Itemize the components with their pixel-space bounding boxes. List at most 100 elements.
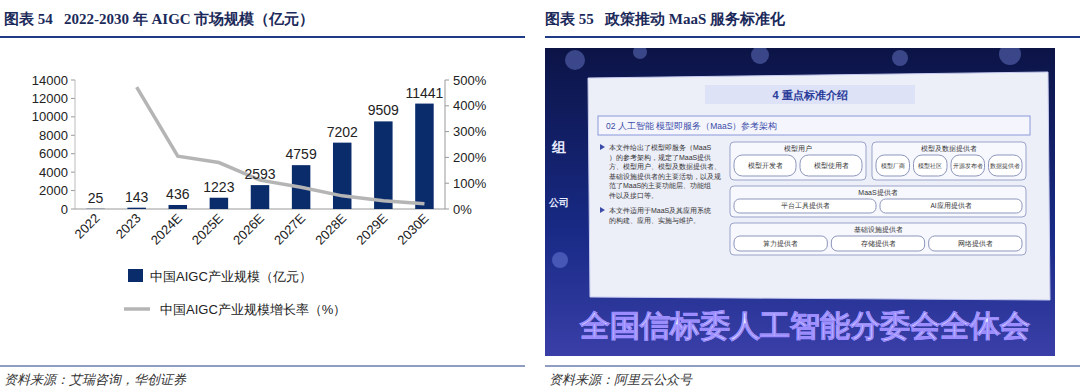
bar: [169, 205, 188, 209]
source: 资料来源：阿里云公众号: [549, 372, 693, 387]
y-tick: [71, 190, 75, 191]
y2-tick-label: 200%: [453, 150, 487, 165]
slide-subheading: 02 人工智能 模型即服务（MaaS）参考架构: [606, 121, 777, 131]
y-tick: [71, 80, 75, 81]
y-tick: [71, 116, 75, 117]
diagram-item-label: 数据提供者: [990, 163, 1020, 169]
slide: [588, 72, 1050, 300]
data-label: 25: [88, 190, 104, 206]
diagram-item: [734, 199, 876, 213]
diagram-item-label: 模型社区: [918, 163, 942, 169]
light-spot: [633, 48, 647, 59]
light-spot: [552, 252, 568, 268]
y-axis: [75, 80, 76, 209]
y-tick-label: 8000: [39, 128, 68, 143]
diagram-group: [730, 223, 1026, 255]
x-tick-label: 2024E: [148, 210, 185, 247]
diagram-group: [730, 186, 1026, 217]
y-tick: [71, 98, 75, 99]
diagram-item: [831, 236, 924, 251]
diagram-item: [951, 155, 985, 176]
light-spot: [751, 48, 769, 64]
bar: [251, 185, 270, 209]
y2-tick: [445, 157, 449, 158]
photo: 组公司4 重点标准介绍02 人工智能 模型即服务（MaaS）参考架构本文件给出了…: [545, 48, 1055, 356]
light-spot: [565, 50, 585, 70]
data-labels: 251434361223259347597202950911441: [88, 85, 444, 206]
data-label: 4759: [286, 146, 317, 162]
y-tick: [71, 209, 75, 210]
bar: [333, 143, 352, 209]
x-tick-label: 2023: [113, 211, 144, 242]
slide-subheading-box: [598, 116, 1030, 135]
y2-tick-label: 500%: [453, 73, 487, 88]
diagram-item-label: 算力提供者: [763, 240, 798, 248]
data-label: 11441: [405, 85, 443, 101]
bar: [86, 208, 105, 209]
x-tick-label: 2025E: [189, 210, 226, 247]
y2-tick-label: 0%: [453, 202, 472, 217]
photo-background: [545, 48, 1055, 356]
x-tick-label: 2028E: [312, 210, 349, 247]
y2-tick: [445, 105, 449, 106]
diagram-item-label: 模型开发者: [748, 162, 783, 169]
diagram-group: [730, 142, 866, 180]
stage-text: 公司: [548, 197, 569, 208]
x-tick-label: 2022: [72, 211, 103, 242]
legend-swatch: [128, 269, 143, 282]
y-tick-label: 2000: [39, 183, 68, 198]
y-tick-label: 10000: [32, 109, 68, 124]
slide-bullet: 本文件适用于MaaS及其应用系统的构建、应用、实施与维护。: [609, 207, 711, 224]
chart-title: 图表 54 2022-2030 年 AIGC 市场规模（亿元）: [4, 10, 314, 27]
y2-tick-label: 300%: [453, 124, 487, 139]
diagram-item: [734, 236, 827, 251]
data-label: 143: [125, 189, 149, 205]
diagram-item: [989, 155, 1023, 176]
bar: [374, 121, 393, 209]
source-rule: [545, 366, 1080, 367]
y2-tick: [445, 209, 449, 210]
line: [137, 87, 425, 204]
bar: [415, 104, 434, 209]
diagram-item-label: 网络提供者: [958, 240, 993, 248]
y-tick-label: 12000: [32, 91, 68, 106]
bar: [210, 198, 229, 209]
y-tick: [71, 135, 75, 136]
y-tick-label: 4000: [39, 165, 68, 180]
diagram-item: [929, 236, 1022, 251]
stage-text: 组: [551, 139, 566, 155]
x-tick-label: 2029E: [353, 210, 390, 247]
slide-heading-band: [705, 85, 915, 104]
diagram-item-label: 开源发布者: [953, 163, 983, 169]
bar: [127, 208, 145, 209]
legend-label: 中国AIGC产业规模增长率（%）: [160, 302, 346, 317]
diagram-item-label: 存储提供者: [861, 240, 896, 248]
diagram-group-label: 基础设施提供者: [854, 226, 903, 234]
diagram-item: [800, 155, 862, 176]
x-tick-label: 2030E: [394, 210, 431, 247]
y-tick: [71, 153, 75, 154]
y2-tick-label: 400%: [453, 98, 487, 113]
legend-swatch: [124, 307, 150, 311]
data-label: 2593: [244, 166, 275, 182]
title-rule: [545, 36, 1080, 38]
source-rule: [0, 366, 525, 367]
diagram-group-label: 模型及数据提供者: [921, 145, 977, 153]
diagram-group: [872, 142, 1026, 180]
y-tick-label: 6000: [39, 146, 68, 161]
y-tick-label: 0: [61, 202, 68, 217]
bullet-marker: [600, 207, 605, 213]
x-tick-label: 2026E: [230, 210, 267, 247]
data-label: 1223: [203, 179, 234, 195]
diagram-item: [914, 155, 948, 176]
plot-area: [86, 87, 433, 209]
x-tick-label: 2027E: [271, 210, 308, 247]
diagram-item-label: AI应用提供者: [930, 202, 971, 210]
data-label: 7202: [327, 124, 358, 140]
diagram-item: [876, 155, 910, 176]
page: 图表 54 2022-2030 年 AIGC 市场规模（亿元）资料来源：艾瑞咨询…: [0, 0, 1080, 392]
diagram-item-label: 模型使用者: [814, 162, 849, 170]
diagram-item-label: 平台工具提供者: [781, 202, 830, 210]
light-spot: [999, 48, 1021, 65]
y-tick-label: 14000: [32, 73, 68, 88]
